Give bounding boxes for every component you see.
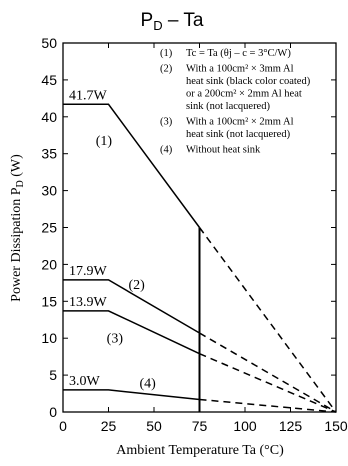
legend-tag-4: (4) (160, 145, 173, 156)
y-tick-label: 50 (41, 35, 57, 51)
x-tick-label: 125 (279, 418, 303, 434)
series-line-2 (63, 279, 200, 334)
y-axis-label-main: Power Dissipation P (9, 187, 24, 302)
legend-tag-2: (2) (160, 64, 173, 75)
series-value-label-3: 13.9W (69, 295, 108, 310)
y-tick-label: 30 (41, 183, 57, 199)
series-extension-4 (199, 398, 337, 413)
legend-text-3: With a 100cm² × 2mm Al (186, 117, 294, 128)
y-tick-label: 45 (41, 72, 57, 88)
y-tick-label: 15 (41, 293, 57, 309)
series-line-4 (63, 389, 200, 401)
series-extension-2 (199, 332, 337, 413)
y-tick-label: 40 (41, 109, 57, 125)
series-value-label-1: 41.7W (69, 88, 108, 103)
y-tick-label: 35 (41, 146, 57, 162)
y-tick-label: 10 (41, 330, 57, 346)
plot-area: 0 25 50 75 100 125 150 0 5 10 15 20 25 30 35 40 45 50 41.7… (41, 35, 347, 434)
y-tick-label: 5 (49, 367, 57, 383)
x-tick-label: 50 (146, 418, 162, 434)
series-tag-4: (4) (139, 377, 156, 392)
series-value-label-2: 17.9W (69, 264, 108, 279)
y-tick-label: 25 (41, 220, 57, 236)
legend-text-2: sink (not lacquered) (186, 101, 270, 112)
series-tag-2: (2) (129, 278, 146, 293)
series-line-1 (63, 103, 201, 228)
legend: (1) Tc = Ta (θj – c = 3°C/W) (2) With a 100… (160, 48, 311, 156)
series-extension-1 (198, 227, 337, 413)
chart-title: PD – Ta (141, 10, 204, 33)
x-tick-label: 100 (233, 418, 257, 434)
series-value-label-4: 3.0W (69, 374, 101, 389)
legend-tag-3: (3) (160, 117, 173, 128)
y-tick-label: 20 (41, 256, 57, 272)
x-axis-label: Ambient Temperature Ta (°C) (116, 443, 284, 458)
series-line-3 (63, 310, 200, 355)
series-tag-3: (3) (107, 332, 124, 347)
y-axis-label-rest: (W) (9, 154, 24, 180)
chart-title-main: P (141, 10, 154, 31)
legend-text-1: Tc = Ta (θj – c = 3°C/W) (186, 48, 291, 59)
y-axis-label: Power Dissipation PD (W) (9, 154, 26, 302)
legend-text-3: heat sink (not lacquered) (186, 129, 291, 140)
legend-tag-1: (1) (160, 48, 173, 59)
series-tag-1: (1) (96, 134, 113, 149)
chart-title-subscript: D (153, 18, 162, 33)
series-extension-3 (199, 353, 337, 413)
x-tick-label: 0 (59, 418, 67, 434)
y-axis-label-subscript: D (15, 180, 26, 187)
x-tick-label: 75 (192, 418, 208, 434)
chart-title-rest: – Ta (163, 10, 204, 31)
legend-text-2: With a 100cm² × 3mm Al (186, 64, 294, 75)
y-tick-label: 0 (49, 404, 57, 420)
x-tick-label: 150 (324, 418, 348, 434)
legend-text-4: Without heat sink (186, 145, 261, 156)
legend-text-2: or a 200cm² × 2mm Al heat (186, 89, 302, 100)
legend-text-2: heat sink (black color coated) (186, 76, 311, 87)
x-tick-label: 25 (101, 418, 117, 434)
